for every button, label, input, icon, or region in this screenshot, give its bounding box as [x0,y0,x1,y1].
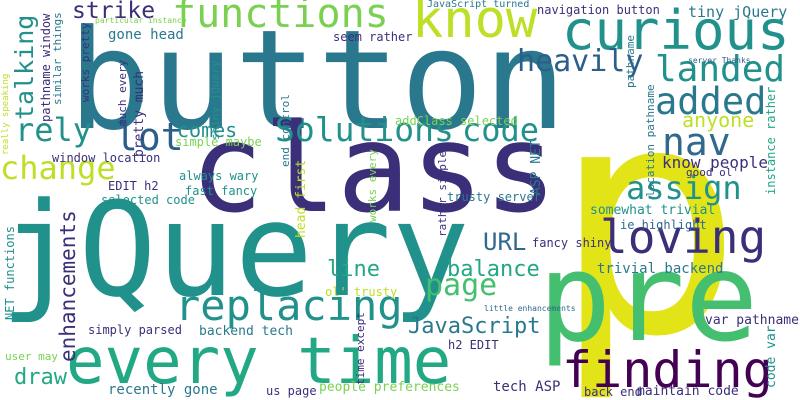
cloud-word-tiny-jquery: tiny jQuery [688,3,788,21]
cloud-word-enhancements: enhancements [56,210,80,362]
cloud-word-rather-simple: rather simple [436,150,449,237]
cloud-word-strike: strike [72,0,156,24]
cloud-word-ol-trusty: ol' trusty [325,285,398,299]
cloud-word-javascript: JavaScript [408,314,541,339]
cloud-word-code-var: code var [764,325,779,388]
cloud-word-know: know [412,0,538,50]
cloud-word-location-pathname: location pathname [644,84,657,197]
cloud-word-trusty-server: trusty server [447,190,541,204]
cloud-word-every-time: every time [66,325,452,399]
cloud-word-ie-highlight: ie highlight [620,218,707,232]
cloud-word-solutions: Solutions [275,110,454,149]
cloud-word-little-enhancements: little enhancements [484,304,576,313]
cloud-word-server-thanks: server Thanks [688,56,751,65]
cloud-word-asp-net: ASP NET [529,140,544,195]
cloud-word-backend-tech: backend tech [199,324,293,339]
cloud-word-time-except: time except [354,312,367,385]
cloud-word-finding: finding [562,341,773,399]
cloud-word-selected-code: selected code [101,193,195,207]
cloud-word-anyone: anyone [682,108,755,132]
cloud-word-net-functions: NET functions [3,226,17,320]
cloud-word-url: URL [483,228,527,256]
cloud-word-back-end: back end [584,385,642,399]
cloud-word-page: page [425,268,498,303]
cloud-word-good-ol: good ol' [686,166,739,179]
cloud-word-user-may: user may [5,350,58,363]
cloud-word-navigation-button: navigation button [537,3,660,17]
cloud-word-simple-maybe: simple maybe [175,135,262,149]
cloud-word-much-every: much every [116,59,129,126]
cloud-word-fancy-shiny: fancy shiny [532,236,612,250]
cloud-word-similar-things: similar things [51,12,64,105]
cloud-word-h2-edit: h2 EDIT [448,338,499,352]
cloud-word-line: line [327,257,380,282]
cloud-word-pathname-window: pathname window [39,13,53,122]
cloud-word-recently-gone: recently gone [108,382,218,398]
cloud-word-us-page: us page [266,384,317,398]
cloud-word-added: added [655,80,767,123]
cloud-word-button: button [68,0,567,161]
cloud-word-particular-instance: particular instance [95,16,187,25]
cloud-word-p: p [552,36,744,400]
cloud-word-replacing: replacing [175,281,403,330]
cloud-word-trivial-backend: trivial backend [597,261,724,277]
cloud-word-tech-asp: tech ASP [493,379,561,395]
cloud-word-pretty-much: pretty much [132,70,147,157]
cloud-word-somewhat-trivial: somewhat trivial [590,203,716,218]
cloud-word-lot: lot [115,115,184,159]
cloud-word-head-first: head first [294,159,309,238]
cloud-word-jquery: jQuery [0,174,470,326]
cloud-word-class: class [190,98,558,240]
cloud-word-var-pathname: var pathname [705,313,799,328]
cloud-word-functions: functions [172,0,389,37]
cloud-word-draw: draw [14,365,67,390]
cloud-word-pathname: pathname [624,35,637,88]
cloud-word-works-every: works every [366,149,379,222]
cloud-word-end-control: end control [279,94,292,167]
cloud-word-landed: landed [655,49,786,90]
cloud-word-window-location: window location [52,151,161,165]
cloud-word-edit-h2: EDIT h2 [108,179,159,193]
cloud-word-seem-rather: seem rather [333,30,413,44]
cloud-word-gone-head: gone head [108,27,184,43]
cloud-word-works-pretty: works pretty [79,22,92,102]
cloud-word-instance-rather: instance rather [764,86,778,195]
cloud-word-people-preferences: people preferences [319,380,460,395]
cloud-word-pre: pre [538,227,759,369]
cloud-word-code: code [462,111,540,149]
cloud-word-know-people: know people [662,153,768,172]
cloud-word-really-speaking: really speaking [1,73,11,155]
cloud-word-nav: nav [662,120,731,164]
cloud-word-loving: loving [600,210,767,264]
cloud-word-maintain-code: maintain code [637,384,739,399]
cloud-word-addclass-selected: addClass selected [395,114,518,128]
cloud-word-comes: comes [177,118,238,142]
cloud-word-always-wary: always wary [179,169,259,183]
cloud-word-rely: rely [15,111,93,149]
cloud-word-simply-parsed: simply parsed [88,323,182,337]
cloud-word-change: change [0,149,116,187]
cloud-word-shiny-jquery: shiny jQuery [209,60,222,140]
cloud-word-talking: talking [10,14,39,120]
cloud-word-assign: assign [626,169,742,207]
cloud-word-javascript-turned: JavaScript turned [427,0,530,10]
cloud-word-fast-fancy: fast fancy [185,184,258,198]
cloud-word-balance: balance [447,257,540,282]
cloud-word-heavily: heavily [517,44,644,79]
cloud-word-curious: curious [562,0,790,62]
